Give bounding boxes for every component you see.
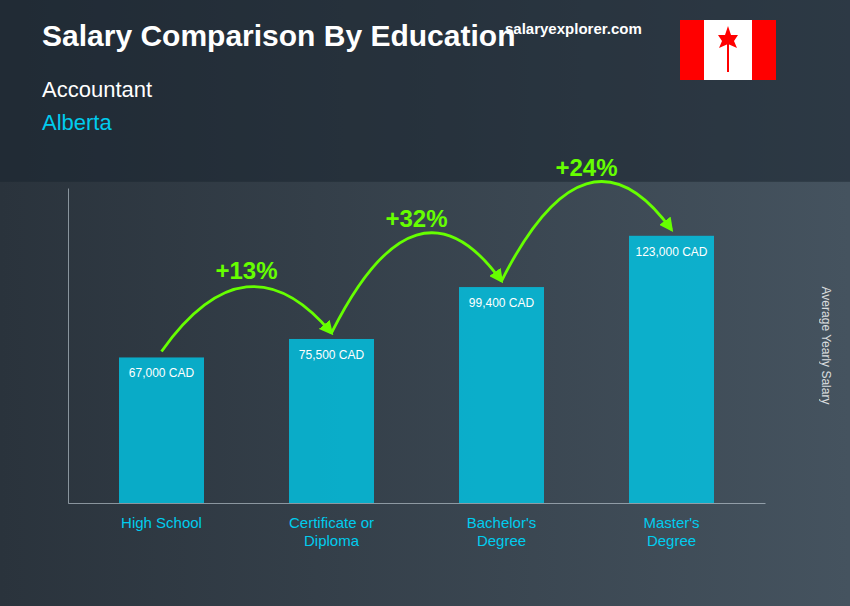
title: Salary Comparison By Education (42, 19, 515, 52)
subtitle: Alberta (42, 110, 112, 135)
x-tick-label: Certificate orDiploma (289, 514, 374, 549)
change-arrow (332, 233, 502, 333)
x-tick-label-line: Degree (477, 532, 526, 549)
header-band (0, 0, 850, 182)
change-arrow (502, 181, 672, 281)
x-tick-label-line: Diploma (304, 532, 360, 549)
change-label: +13% (215, 257, 277, 284)
change-label: +24% (555, 154, 617, 181)
x-tick: Master'sDegree (643, 503, 699, 549)
flag-leaf (718, 26, 738, 72)
background (0, 0, 850, 606)
data-label: 99,400 CAD (469, 296, 535, 310)
x-axis-line (69, 503, 766, 504)
x-tick: Bachelor'sDegree (467, 503, 537, 549)
x-tick-label-line: High School (121, 514, 202, 531)
data-labels: 67,000 CAD 75,500 CAD 99,400 CAD 123,000 CA… (129, 245, 708, 381)
change-arrows: +13% +32% +24% (162, 154, 672, 352)
flag-field (680, 20, 776, 80)
x-tick-label: Bachelor'sDegree (467, 514, 537, 549)
bars (119, 236, 714, 503)
x-tick-label-line: Master's (643, 514, 699, 531)
data-label: 67,000 CAD (129, 366, 195, 380)
x-tick: High School (121, 503, 202, 531)
flag (680, 20, 776, 80)
x-tick: Certificate orDiploma (289, 503, 374, 549)
plot: High School Certificate orDiploma Bachelor… (69, 154, 766, 549)
x-tick-label: High School (121, 514, 202, 531)
bar (289, 339, 374, 503)
credit: salaryexplorer.com (505, 20, 642, 37)
bar (459, 287, 544, 503)
y-axis-line (68, 189, 69, 504)
x-tick-label-line: Bachelor's (467, 514, 537, 531)
data-label: 123,000 CAD (635, 245, 707, 259)
flag-band (680, 20, 704, 80)
change-arrow (162, 287, 332, 352)
subtitle: Accountant (42, 77, 152, 102)
data-label: 75,500 CAD (299, 348, 365, 362)
bar (119, 357, 204, 503)
x-tick-label-line: Degree (647, 532, 696, 549)
chart: High School Certificate orDiploma Bachelor… (0, 0, 850, 606)
x-tick-label-line: Certificate or (289, 514, 374, 531)
x-tick-label: Master'sDegree (643, 514, 699, 549)
change-label: +32% (385, 205, 447, 232)
y-axis-title: Average Yearly Salary (819, 287, 833, 405)
bar (629, 236, 714, 503)
flag-band (752, 20, 776, 80)
x-axis: High School Certificate orDiploma Bachelor… (69, 503, 766, 549)
y-axis (68, 189, 69, 504)
